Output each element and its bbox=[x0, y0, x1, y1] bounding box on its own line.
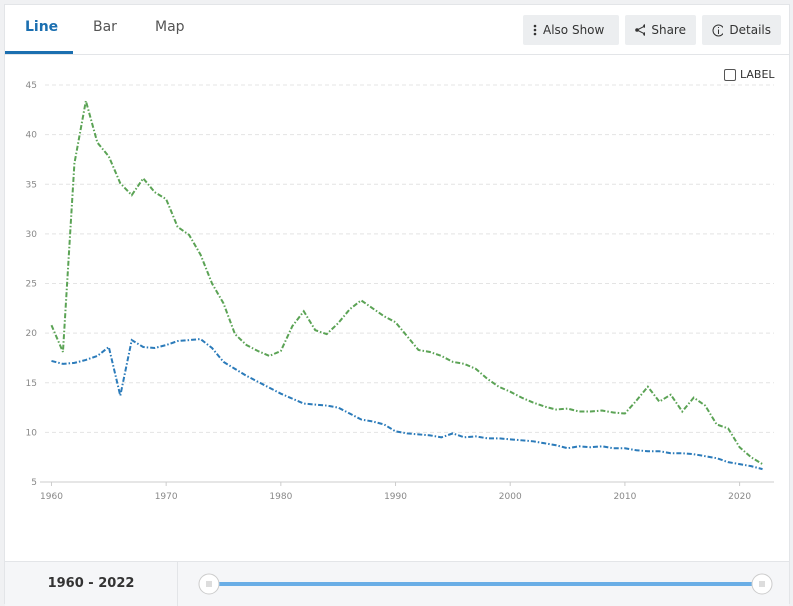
y-tick-label: 15 bbox=[26, 379, 37, 389]
label-text: LABEL bbox=[740, 68, 775, 81]
share-button[interactable]: Share bbox=[625, 15, 696, 45]
y-tick-label: 5 bbox=[31, 478, 37, 488]
y-tick-label: 45 bbox=[26, 81, 37, 91]
y-tick-label: 25 bbox=[26, 280, 37, 290]
toolbar: Line Bar Map Also Show Share Details bbox=[5, 5, 789, 55]
y-tick-label: 10 bbox=[26, 428, 38, 438]
tab-bar[interactable]: Bar bbox=[93, 19, 117, 35]
x-tick-label: 1970 bbox=[155, 492, 178, 502]
range-slider[interactable] bbox=[185, 562, 785, 606]
range-text: 1960 - 2022 bbox=[5, 562, 178, 606]
details-button[interactable]: Details bbox=[702, 15, 781, 45]
x-tick-label: 1960 bbox=[40, 492, 63, 502]
x-tick-label: 2000 bbox=[499, 492, 522, 502]
label-toggle[interactable]: LABEL bbox=[724, 68, 775, 81]
icon bbox=[635, 24, 646, 36]
panel: Line Bar Map Also Show Share Details LAB… bbox=[4, 4, 790, 606]
series-line bbox=[50, 100, 764, 465]
series-line bbox=[51, 338, 763, 471]
also-show-button[interactable]: Also Show bbox=[523, 15, 619, 45]
x-tick-label: 2020 bbox=[728, 492, 751, 502]
tab-line[interactable]: Line bbox=[25, 19, 59, 35]
button-label: Also Show bbox=[543, 23, 605, 37]
button-label: Details bbox=[729, 23, 771, 37]
chart: 5 10 15 20 25 30 35 40 45 1960 1970 1980 1990 2000 201… bbox=[26, 81, 774, 502]
tab-map[interactable]: Map bbox=[155, 19, 185, 35]
range-panel: 1960 - 2022 bbox=[5, 561, 789, 606]
icon bbox=[533, 24, 537, 36]
y-tick-label: 40 bbox=[26, 131, 38, 141]
x-tick-label: 1990 bbox=[384, 492, 407, 502]
x-tick-label: 2010 bbox=[613, 492, 636, 502]
tab-underline bbox=[5, 51, 73, 54]
y-tick-label: 20 bbox=[26, 329, 38, 339]
icon bbox=[712, 24, 724, 36]
y-tick-label: 35 bbox=[26, 180, 37, 190]
checkbox[interactable] bbox=[724, 68, 736, 81]
y-tick-label: 30 bbox=[26, 230, 38, 240]
button-label: Share bbox=[651, 23, 686, 37]
x-tick-label: 1980 bbox=[269, 492, 292, 502]
